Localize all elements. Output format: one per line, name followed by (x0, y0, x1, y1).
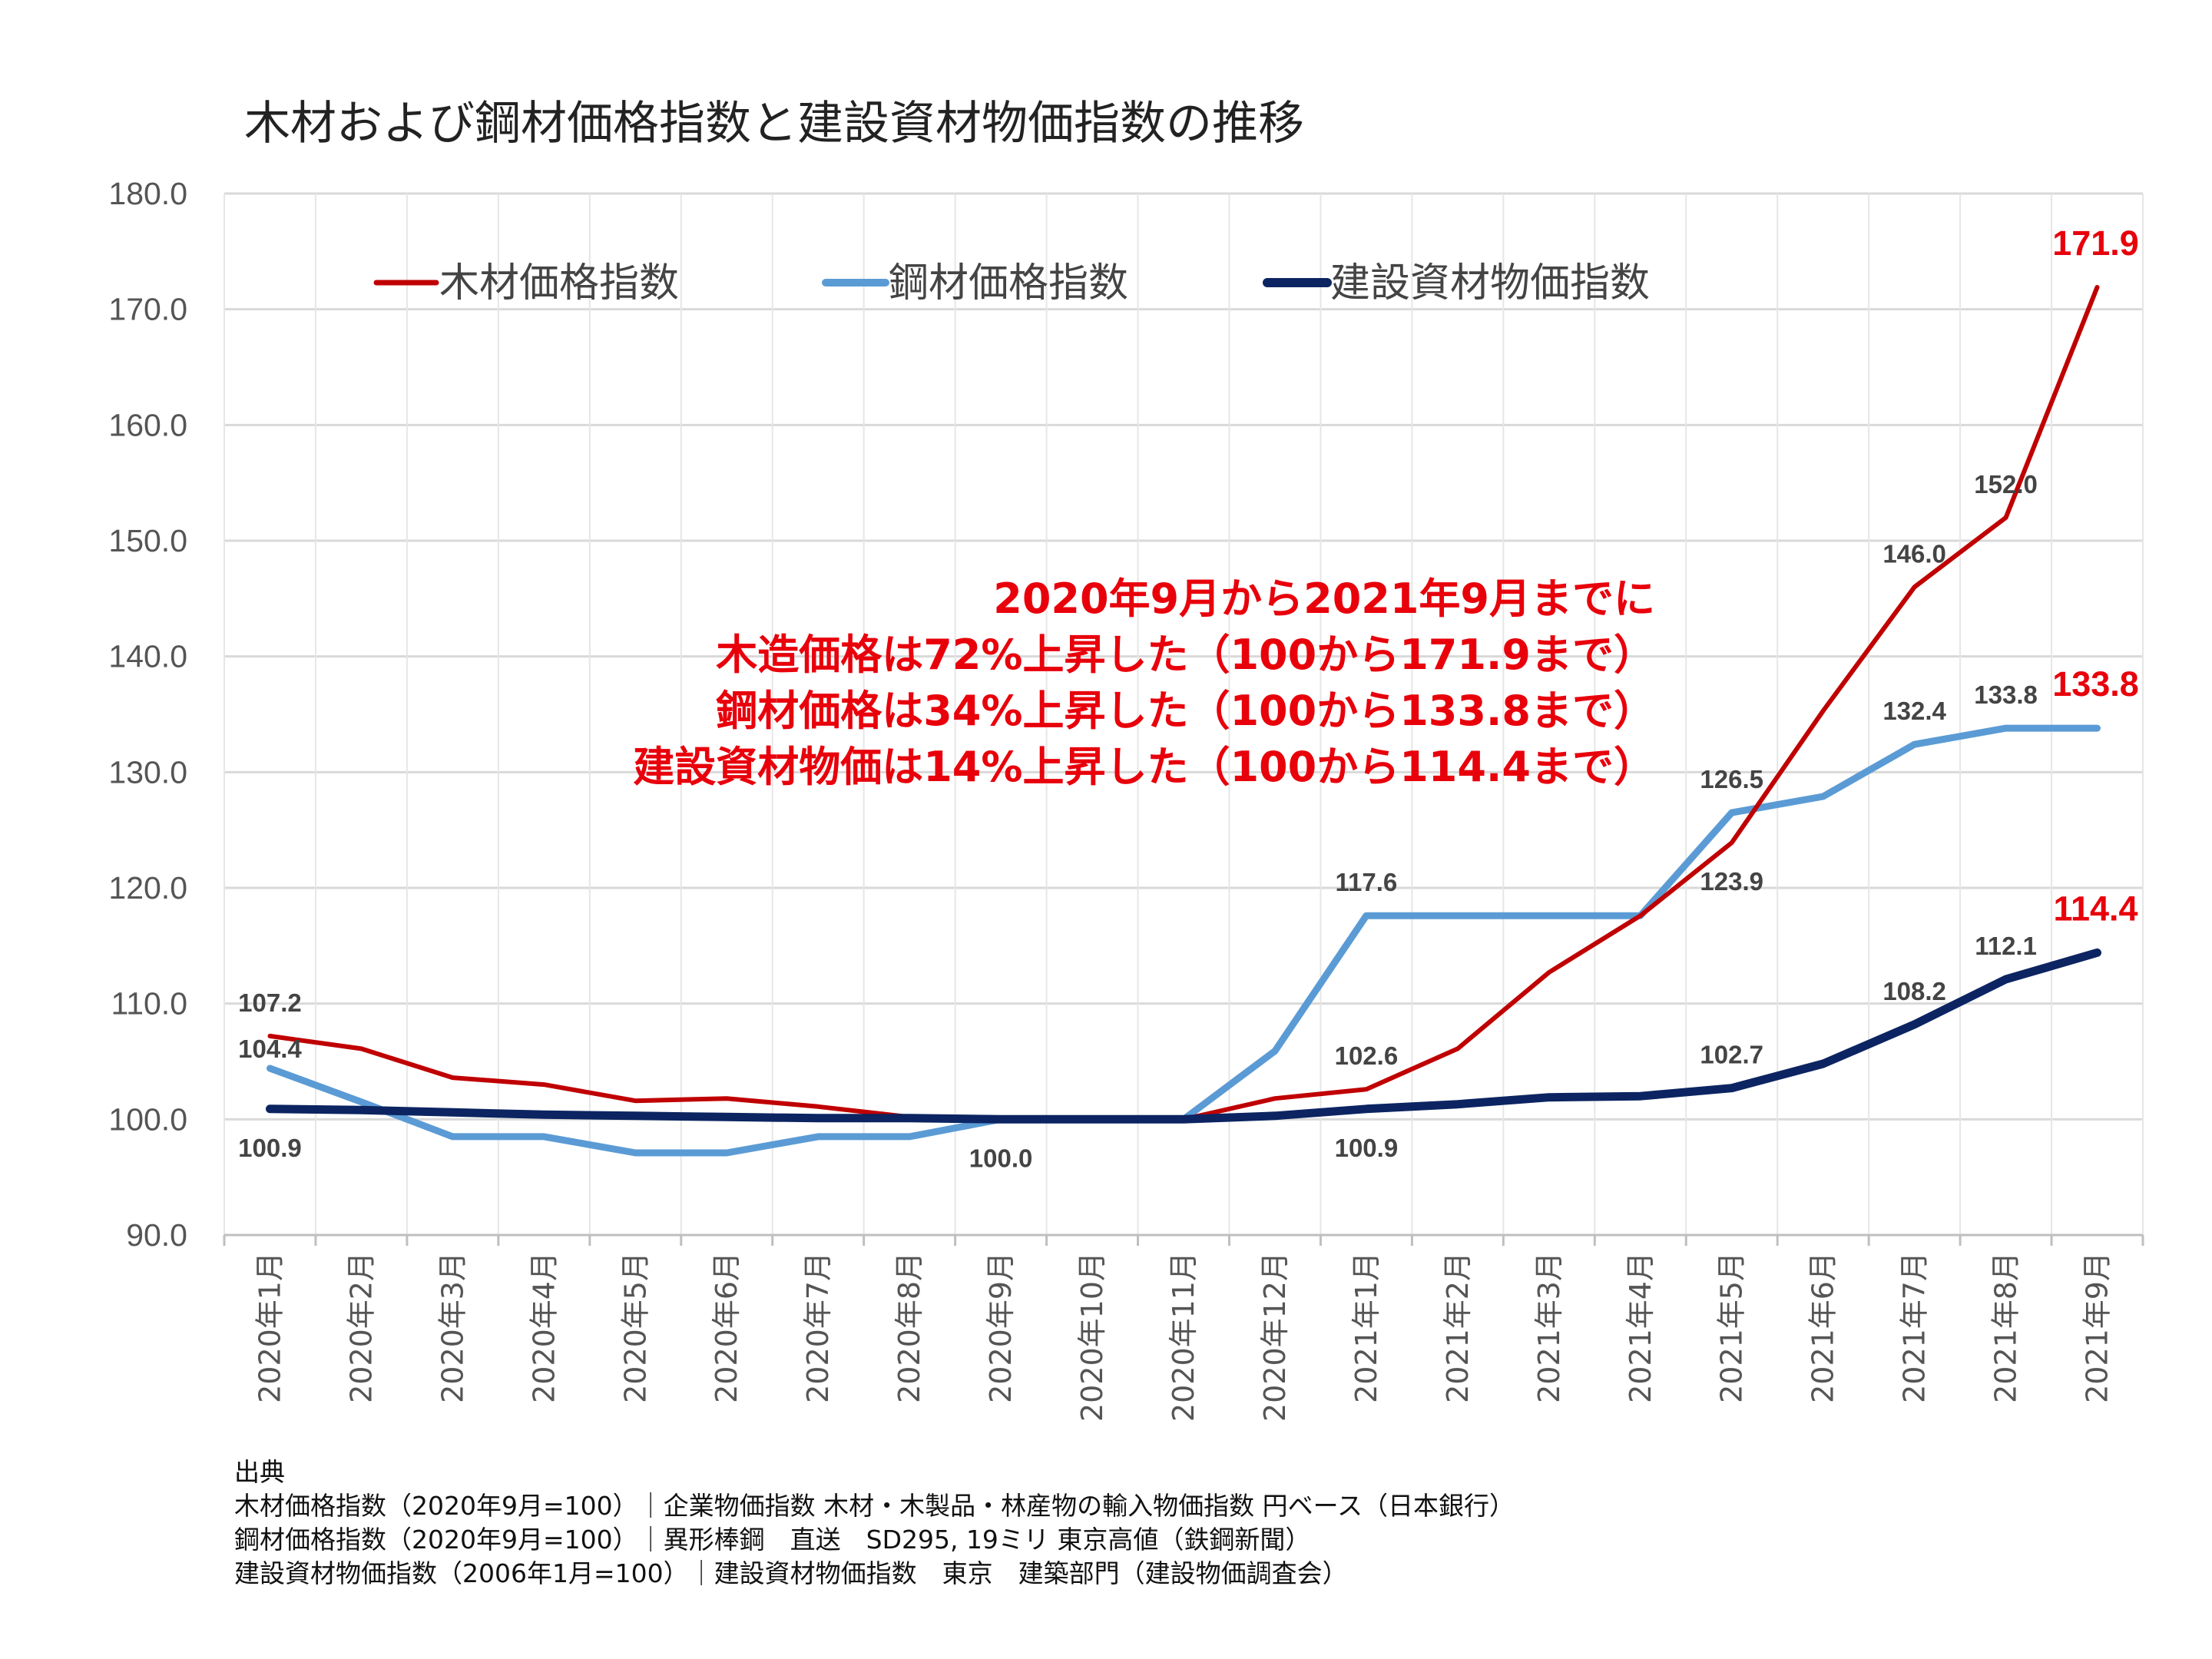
x-tick-label: 2020年5月 (618, 1252, 652, 1403)
data-label: 108.2 (1883, 977, 1946, 1005)
x-tick-label: 2021年4月 (1624, 1252, 1657, 1403)
data-label: 100.9 (238, 1134, 302, 1162)
grid-lines (224, 192, 2144, 1237)
data-label: 100.0 (969, 1144, 1033, 1172)
data-label: 123.9 (1700, 867, 1763, 896)
x-tick-label: 2020年4月 (527, 1252, 561, 1403)
x-tick-label: 2021年1月 (1349, 1252, 1383, 1403)
y-tick-label: 140.0 (108, 639, 187, 674)
data-label: 146.0 (1883, 539, 1946, 568)
data-label: 104.4 (238, 1035, 302, 1063)
x-tick-label: 2020年1月 (253, 1252, 286, 1403)
x-tick-label: 2020年6月 (710, 1252, 743, 1403)
data-label: 107.2 (238, 988, 302, 1017)
legend-label-1: 鋼材価格指数 (889, 260, 1128, 306)
x-tick-label: 2020年8月 (892, 1252, 926, 1403)
x-tick-label: 2021年2月 (1441, 1252, 1475, 1403)
annotation-line-4: 建設資材物価は14%上昇した（100から114.4まで） (633, 743, 1655, 791)
end-label: 133.8 (2052, 664, 2139, 704)
y-tick-label: 120.0 (108, 870, 187, 906)
y-tick-label: 110.0 (111, 986, 187, 1022)
annotation-line-3: 鋼材価格は34%上昇した（100から133.8まで） (716, 687, 1655, 735)
end-label: 114.4 (2053, 889, 2137, 928)
data-label: 102.7 (1700, 1041, 1763, 1069)
data-label: 102.6 (1335, 1041, 1399, 1070)
x-axis-ticks: 2020年1月 2020年2月 2020年3月 2020年4月 2020年5月 2020年… (253, 1252, 2114, 1422)
x-tick-label: 2020年11月 (1167, 1252, 1200, 1422)
legend: 木材価格指数 鋼材価格指数 建設資材物価指数 (373, 260, 1650, 306)
data-label: 152.0 (1974, 470, 2038, 498)
chart-title: 木材および鋼材価格指数と建設資材物価指数の推移 (244, 97, 1304, 151)
y-axis-ticks: 90.0 100.0 110.0 120.0 130.0 140.0 150.0 160.0 1… (108, 176, 187, 1253)
data-label: 100.9 (1335, 1134, 1399, 1162)
data-label: 112.1 (1975, 932, 2037, 960)
x-tick-label: 2020年7月 (801, 1252, 835, 1403)
x-tick-label: 2020年3月 (435, 1252, 469, 1403)
legend-label-2: 建設資材物価指数 (1330, 260, 1650, 306)
source-heading: 出典 (234, 1457, 285, 1487)
x-tick-label: 2020年9月 (984, 1252, 1018, 1403)
x-tick-label: 2021年9月 (2081, 1252, 2114, 1403)
y-tick-label: 180.0 (108, 176, 187, 211)
x-tick-label: 2021年5月 (1715, 1252, 1749, 1403)
x-tick-label: 2020年10月 (1075, 1252, 1109, 1422)
axes (223, 1233, 2144, 1246)
data-label: 117.6 (1336, 868, 1398, 896)
y-tick-label: 170.0 (108, 292, 187, 327)
y-tick-label: 150.0 (108, 523, 187, 558)
x-tick-label: 2020年12月 (1258, 1252, 1292, 1422)
data-label: 132.4 (1883, 697, 1946, 725)
y-tick-label: 100.0 (108, 1101, 187, 1137)
data-label: 133.8 (1974, 680, 2038, 709)
y-tick-label: 160.0 (108, 407, 187, 442)
x-tick-label: 2021年6月 (1806, 1252, 1840, 1403)
data-labels: 107.2 102.6 123.9 146.0 152.0 104.4 100.0 117.6… (238, 224, 2139, 1172)
legend-label-0: 木材価格指数 (439, 260, 679, 306)
x-tick-label: 2021年3月 (1532, 1252, 1566, 1403)
y-tick-label: 130.0 (108, 754, 187, 790)
source-notes: 出典 木材価格指数（2020年9月=100）｜企業物価指数 木材・木製品・林産物… (234, 1455, 1515, 1591)
source-steel: 鋼材価格指数（2020年9月=100）｜異形棒鋼 直送 SD295, 19ミリ … (234, 1525, 1311, 1555)
end-label: 171.9 (2052, 224, 2139, 263)
data-label: 126.5 (1700, 765, 1763, 793)
x-tick-label: 2020年2月 (344, 1252, 378, 1403)
annotation-line-1: 2020年9月から2021年9月までに (993, 575, 1655, 623)
source-construction: 建設資材物価指数（2006年1月=100）｜建設資材物価指数 東京 建築部門（建… (234, 1558, 1348, 1588)
annotation-line-2: 木造価格は72%上昇した（100から171.9まで） (716, 631, 1655, 679)
source-wood: 木材価格指数（2020年9月=100）｜企業物価指数 木材・木製品・林産物の輸入… (234, 1491, 1515, 1521)
series-line-2 (266, 948, 2101, 1124)
x-tick-label: 2021年8月 (1989, 1252, 2023, 1403)
series-lines (266, 285, 2101, 1157)
y-tick-label: 90.0 (126, 1217, 187, 1253)
x-tick-label: 2021年7月 (1898, 1252, 1932, 1403)
